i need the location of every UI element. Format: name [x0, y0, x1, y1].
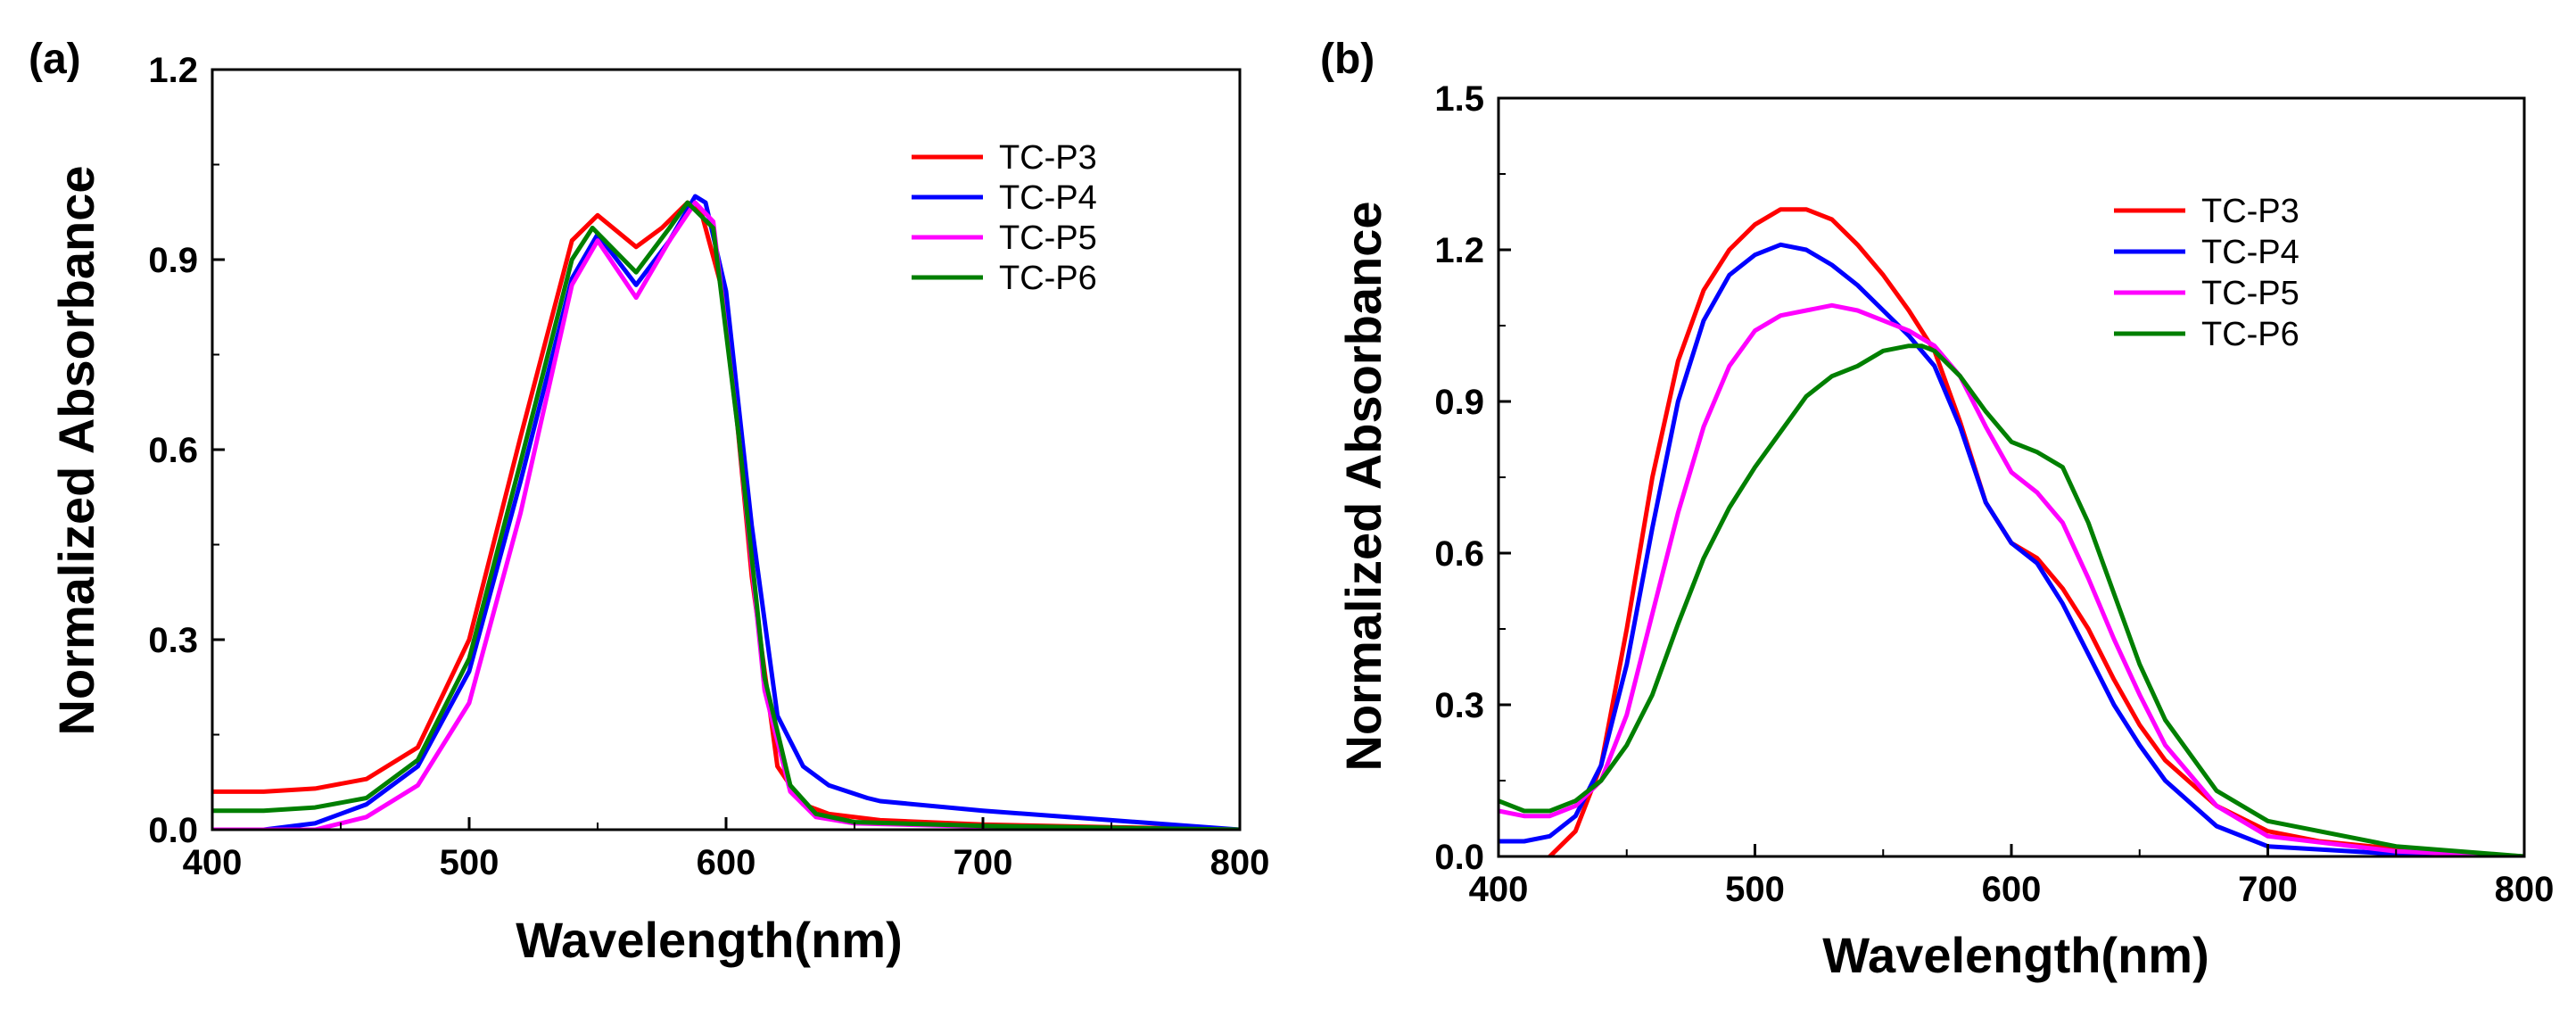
y-tick-label: 0.0 — [148, 811, 198, 850]
x-tick-label: 800 — [1210, 843, 1270, 882]
legend-label: TC-P4 — [999, 179, 1097, 217]
chart-panel-a: (a) Normalized Absorbance Wavelength(nm)… — [29, 36, 1269, 968]
legend-label: TC-P4 — [2201, 234, 2299, 271]
y-tick-label: 0.6 — [148, 431, 198, 470]
legend: TC-P3 TC-P4 TC-P5 TC-P6 — [2114, 193, 2299, 353]
series-group — [1499, 207, 2524, 856]
x-tick-label: 600 — [697, 843, 756, 882]
x-tick-label: 400 — [183, 843, 243, 882]
x-tick-label: 700 — [954, 843, 1013, 882]
x-tick-label: 600 — [1982, 870, 2042, 909]
series-line-tc-p3 — [212, 200, 1240, 830]
y-tick-label: 0.3 — [148, 621, 198, 660]
y-tick-label: 0.6 — [1434, 534, 1484, 574]
series-line-tc-p5 — [1499, 302, 2524, 856]
legend-label: TC-P6 — [2201, 316, 2299, 353]
y-tick-label: 1.5 — [1434, 79, 1484, 119]
y-axis-title-b: Normalized Absorbance — [1335, 202, 1391, 772]
x-tick-label: 500 — [440, 843, 500, 882]
y-tick-label: 0.3 — [1434, 686, 1484, 725]
series-line-tc-p6 — [212, 200, 1240, 830]
y-tick-label: 0.0 — [1434, 838, 1484, 877]
legend-label: TC-P6 — [999, 260, 1097, 297]
series-line-tc-p6 — [1499, 343, 2524, 856]
x-tick-label: 400 — [1469, 870, 1529, 909]
series-group — [212, 194, 1240, 830]
legend-label: TC-P5 — [2201, 275, 2299, 312]
series-line-tc-p4 — [212, 194, 1240, 830]
x-tick-label: 500 — [1725, 870, 1785, 909]
x-axis-title-a: Wavelength(nm) — [516, 912, 902, 968]
series-line-tc-p4 — [1499, 242, 2524, 856]
x-tick-label: 800 — [2495, 870, 2555, 909]
series-line-tc-p3 — [1548, 207, 2524, 856]
chart-panel-b: (b) Normalized Absorbance Wavelength(nm)… — [1320, 36, 2554, 983]
y-tick-label: 0.9 — [1434, 383, 1484, 422]
y-tick-label: 1.2 — [148, 51, 198, 90]
legend-label: TC-P5 — [999, 219, 1097, 257]
y-axis-title-a: Normalized Absorbance — [48, 166, 104, 736]
legend-label: TC-P3 — [999, 139, 1097, 177]
y-tick-label: 0.9 — [148, 241, 198, 280]
legend-label: TC-P3 — [2201, 193, 2299, 230]
y-tick-label: 1.2 — [1434, 231, 1484, 270]
x-axis-title-b: Wavelength(nm) — [1822, 927, 2209, 983]
panel-label-a: (a) — [29, 36, 81, 83]
panel-label-b: (b) — [1320, 36, 1375, 83]
x-tick-label: 700 — [2238, 870, 2298, 909]
